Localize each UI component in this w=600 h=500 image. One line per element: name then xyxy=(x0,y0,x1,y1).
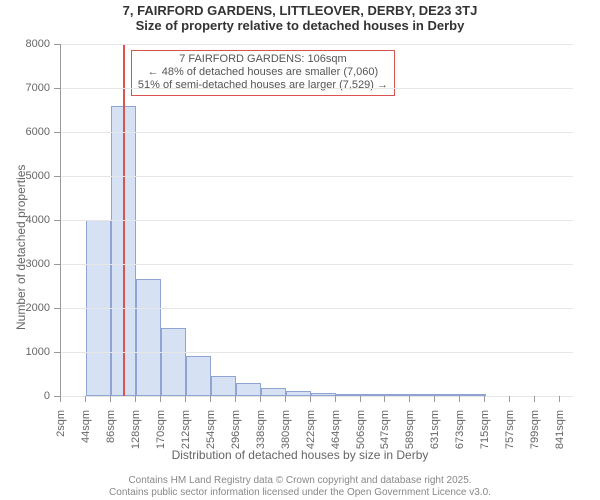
y-tick-label: 6000 xyxy=(0,126,50,138)
credits-line1: Contains HM Land Registry data © Crown c… xyxy=(0,475,600,487)
x-tick xyxy=(434,396,435,402)
x-tick xyxy=(85,396,86,402)
x-tick-label: 547sqm xyxy=(379,410,391,460)
x-tick-label: 86sqm xyxy=(105,410,117,460)
histogram-bar xyxy=(161,328,186,396)
gridline xyxy=(61,352,573,353)
y-tick xyxy=(54,352,60,353)
x-tick-label: 799sqm xyxy=(529,410,541,460)
x-tick xyxy=(235,396,236,402)
y-tick xyxy=(54,44,60,45)
histogram-bar xyxy=(236,383,261,396)
x-tick xyxy=(384,396,385,402)
x-tick-label: 44sqm xyxy=(80,410,92,460)
x-tick-label: 2sqm xyxy=(55,410,67,460)
chart-title-line2: Size of property relative to detached ho… xyxy=(0,19,600,34)
x-tick-label: 631sqm xyxy=(429,410,441,460)
histogram-bar xyxy=(136,279,161,396)
x-tick xyxy=(484,396,485,402)
x-tick xyxy=(310,396,311,402)
x-tick xyxy=(559,396,560,402)
x-tick xyxy=(534,396,535,402)
y-tick xyxy=(54,264,60,265)
y-tick-label: 1000 xyxy=(0,346,50,358)
y-tick-label: 4000 xyxy=(0,214,50,226)
chart-title-line1: 7, FAIRFORD GARDENS, LITTLEOVER, DERBY, … xyxy=(0,4,600,19)
credits-line2: Contains public sector information licen… xyxy=(0,487,600,499)
gridline xyxy=(61,176,573,177)
x-tick-label: 170sqm xyxy=(155,410,167,460)
gridline xyxy=(61,220,573,221)
x-tick xyxy=(185,396,186,402)
annotation-line1: 7 FAIRFORD GARDENS: 106sqm xyxy=(138,53,388,66)
y-tick-label: 5000 xyxy=(0,170,50,182)
y-tick xyxy=(54,88,60,89)
y-tick-label: 7000 xyxy=(0,82,50,94)
histogram-bar xyxy=(261,388,286,396)
annotation-line3: 51% of semi-detached houses are larger (… xyxy=(138,79,388,92)
histogram-bar xyxy=(211,376,236,396)
y-tick-label: 8000 xyxy=(0,38,50,50)
y-tick-label: 3000 xyxy=(0,258,50,270)
x-tick xyxy=(509,396,510,402)
x-tick-label: 422sqm xyxy=(305,410,317,460)
x-tick xyxy=(260,396,261,402)
gridline xyxy=(61,308,573,309)
x-tick xyxy=(110,396,111,402)
x-tick xyxy=(459,396,460,402)
x-tick xyxy=(409,396,410,402)
x-tick-label: 296sqm xyxy=(230,410,242,460)
y-tick xyxy=(54,132,60,133)
x-tick-label: 212sqm xyxy=(180,410,192,460)
x-tick xyxy=(160,396,161,402)
x-tick xyxy=(210,396,211,402)
x-tick xyxy=(60,396,61,402)
plot-area: 7 FAIRFORD GARDENS: 106sqm ← 48% of deta… xyxy=(60,44,573,397)
x-tick-label: 673sqm xyxy=(454,410,466,460)
x-tick-label: 128sqm xyxy=(130,410,142,460)
y-tick xyxy=(54,220,60,221)
gridline xyxy=(61,396,573,397)
x-tick-label: 841sqm xyxy=(554,410,566,460)
x-tick xyxy=(285,396,286,402)
y-tick-label: 2000 xyxy=(0,302,50,314)
gridline xyxy=(61,264,573,265)
x-tick-label: 380sqm xyxy=(280,410,292,460)
gridline xyxy=(61,88,573,89)
x-tick xyxy=(360,396,361,402)
credits-block: Contains HM Land Registry data © Crown c… xyxy=(0,475,600,498)
chart-title-block: 7, FAIRFORD GARDENS, LITTLEOVER, DERBY, … xyxy=(0,4,600,34)
annotation-line2: ← 48% of detached houses are smaller (7,… xyxy=(138,66,388,79)
x-tick-label: 464sqm xyxy=(330,410,342,460)
x-tick xyxy=(135,396,136,402)
y-tick xyxy=(54,308,60,309)
y-tick-label: 0 xyxy=(0,390,50,402)
gridline xyxy=(61,44,573,45)
y-tick xyxy=(54,176,60,177)
x-tick-label: 338sqm xyxy=(255,410,267,460)
x-tick-label: 589sqm xyxy=(404,410,416,460)
x-tick-label: 715sqm xyxy=(479,410,491,460)
histogram-bar xyxy=(186,356,211,396)
chart-container: 7, FAIRFORD GARDENS, LITTLEOVER, DERBY, … xyxy=(0,0,600,500)
x-tick-label: 254sqm xyxy=(205,410,217,460)
x-tick xyxy=(335,396,336,402)
x-tick-label: 506sqm xyxy=(355,410,367,460)
x-tick-label: 757sqm xyxy=(504,410,516,460)
gridline xyxy=(61,132,573,133)
